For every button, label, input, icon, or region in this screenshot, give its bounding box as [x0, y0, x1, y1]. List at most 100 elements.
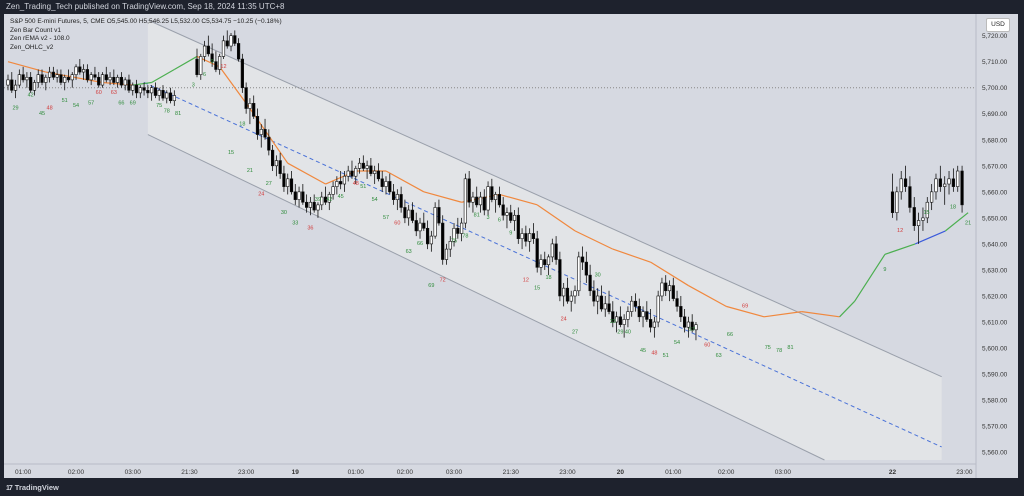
- candle-up: [357, 162, 362, 169]
- time-tick-label: 22: [889, 469, 897, 476]
- bar-count-label: 29: [12, 106, 18, 112]
- price-tick-label: 5,610.00: [982, 320, 1008, 327]
- candle-down: [565, 287, 570, 302]
- candle-down: [225, 40, 229, 47]
- time-tick-label: 03:00: [775, 469, 792, 476]
- candle-up: [202, 45, 207, 57]
- candle-up: [921, 217, 925, 221]
- bar-count-label: 36: [307, 225, 313, 231]
- candle-up: [550, 243, 554, 258]
- tradingview-logo[interactable]: 17 TradingView: [6, 483, 59, 492]
- candle-up: [259, 129, 263, 135]
- time-tick-label: 01:00: [15, 469, 32, 476]
- candle-down: [399, 194, 403, 208]
- indicator-bar-count[interactable]: Zen Bar Count v1: [10, 26, 61, 34]
- candle-up: [407, 209, 411, 219]
- candle-up: [17, 74, 21, 86]
- ema-line-segment: [854, 253, 886, 302]
- candle-up: [539, 259, 543, 268]
- tradingview-logo-icon: 17: [6, 485, 13, 492]
- candle-up: [947, 178, 951, 185]
- price-tick-label: 5,580.00: [982, 398, 1008, 405]
- bar-count-label: 57: [689, 327, 695, 333]
- bar-count-label: 63: [716, 353, 722, 359]
- bar-count-label: 18: [239, 121, 245, 127]
- chart-pane[interactable]: 5,560.00 5,570.00 5,580.00 5,590.00 5,600.00…: [4, 14, 1018, 478]
- ema-line-segment: [612, 248, 651, 263]
- candle-up: [25, 76, 29, 81]
- candle-up: [74, 66, 78, 75]
- ema-line-segment: [726, 305, 765, 318]
- ema-line-segment: [174, 55, 198, 70]
- candle-up: [448, 241, 452, 250]
- candle-up: [36, 74, 40, 83]
- candle-up: [297, 191, 301, 200]
- candle-down: [422, 222, 426, 229]
- candle-down: [146, 89, 150, 94]
- ema-line-segment: [688, 285, 727, 307]
- candle-up: [463, 178, 467, 224]
- candle-up: [956, 170, 960, 187]
- indicator-ohlc[interactable]: Zen_OHLC_v2: [10, 43, 54, 51]
- time-tick-label: 21:30: [181, 469, 198, 476]
- footer-bar: 17 TradingView: [0, 478, 1024, 496]
- candle-up: [354, 168, 358, 177]
- candle-up: [286, 178, 290, 187]
- candle-up: [471, 196, 475, 203]
- candle-down: [637, 306, 641, 318]
- candle-down: [104, 74, 108, 81]
- bar-count-label: 33: [292, 220, 298, 226]
- candlestick-chart[interactable]: 5,560.00 5,570.00 5,580.00 5,590.00 5,600.00…: [4, 14, 1018, 478]
- candle-up: [433, 207, 437, 237]
- candle-up: [108, 76, 112, 81]
- currency-button[interactable]: USD: [986, 18, 1010, 32]
- candle-down: [437, 207, 441, 224]
- candle-up: [218, 56, 222, 70]
- candle-down: [588, 274, 592, 292]
- candle-up: [429, 235, 433, 245]
- bar-count-label: 12: [897, 228, 903, 234]
- bar-count-label: 66: [118, 101, 124, 107]
- bar-count-label: 33: [610, 319, 616, 325]
- bar-count-label: 54: [73, 103, 79, 109]
- bar-count-label: 3: [192, 82, 195, 88]
- bar-count-label: 81: [175, 111, 181, 117]
- candle-up: [630, 300, 634, 312]
- symbol-ohlc-line: S&P 500 E-mini Futures, 5, CME O5,545.00…: [10, 18, 282, 25]
- candle-up: [899, 178, 903, 193]
- ema-line-segment: [763, 311, 802, 318]
- bar-count-label: 48: [47, 106, 53, 112]
- price-tick-label: 5,600.00: [982, 346, 1008, 353]
- publish-bar: Zen_Trading_Tech published on TradingVie…: [0, 0, 1024, 14]
- candle-down: [153, 87, 158, 96]
- candle-up: [528, 233, 532, 242]
- bar-count-label: 78: [462, 233, 468, 239]
- bar-count-label: 66: [727, 332, 733, 338]
- candle-up: [614, 316, 619, 323]
- bar-count-label: 75: [765, 345, 771, 351]
- candle-up: [943, 183, 947, 187]
- bar-count-label: 9: [883, 267, 886, 273]
- candle-up: [652, 321, 656, 328]
- channel-lower-line: [147, 134, 825, 461]
- price-tick-label: 5,720.00: [982, 33, 1008, 40]
- ema-line-segment: [7, 61, 46, 73]
- candle-up: [917, 220, 921, 226]
- time-tick-label: 01:00: [665, 469, 682, 476]
- candle-down: [535, 238, 539, 268]
- bar-count-label: 6: [498, 218, 501, 224]
- bar-count-label: 24: [258, 192, 264, 198]
- time-tick-label: 19: [292, 469, 300, 476]
- candle-up: [316, 204, 320, 211]
- bar-count-label: 63: [406, 249, 412, 255]
- candle-up: [13, 84, 18, 91]
- candle-down: [40, 74, 44, 83]
- candle-down: [21, 74, 25, 81]
- candle-up: [603, 303, 607, 310]
- indicator-rema[interactable]: Zen rEMA v2 - 108.0: [10, 35, 70, 42]
- channel-upper-line: [147, 19, 942, 378]
- channel-midline-dashed: [143, 82, 942, 448]
- candle-down: [323, 196, 328, 203]
- bar-count-label: 12: [220, 64, 226, 70]
- bar-count-label: 21: [965, 220, 971, 226]
